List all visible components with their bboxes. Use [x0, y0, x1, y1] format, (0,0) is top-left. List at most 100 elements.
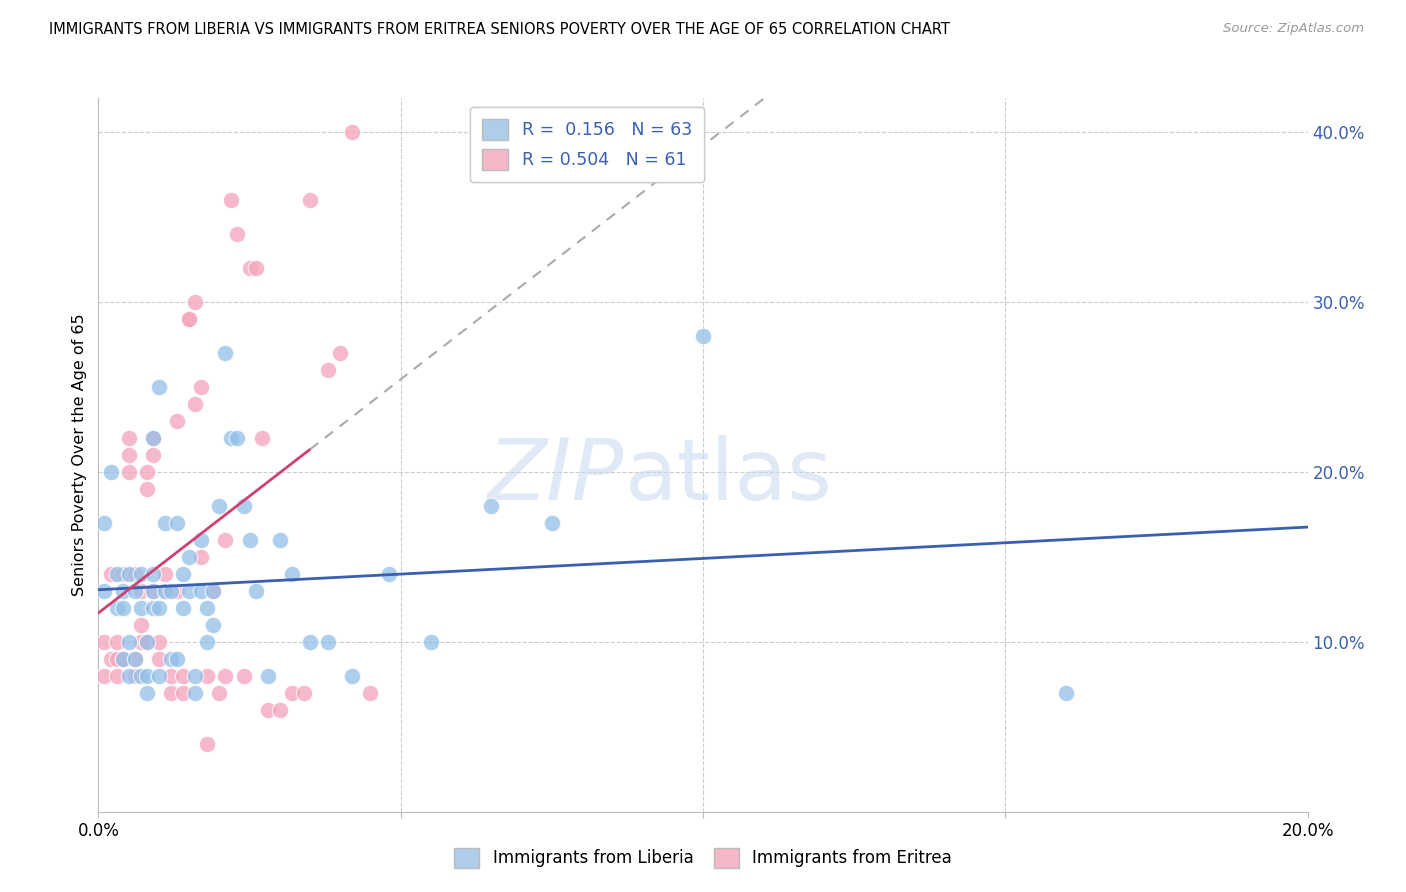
Point [221, 431, 243, 445]
Point [299, 635, 322, 649]
Point [239, 533, 262, 547]
Y-axis label: Seniors Poverty Over the Age of 65: Seniors Poverty Over the Age of 65 [72, 314, 87, 596]
Point [111, 583, 134, 598]
Point [105, 652, 128, 666]
Point [118, 465, 141, 479]
Point [195, 737, 218, 751]
Point [93, 635, 115, 649]
Point [190, 380, 212, 394]
Point [135, 635, 157, 649]
Point [172, 600, 194, 615]
Point [226, 227, 249, 241]
Text: ZIP: ZIP [488, 434, 624, 518]
Point [124, 566, 146, 581]
Point [245, 260, 267, 275]
Point [179, 549, 201, 564]
Text: atlas: atlas [624, 434, 832, 518]
Point [135, 482, 157, 496]
Legend: R =  0.156   N = 63, R = 0.504   N = 61: R = 0.156 N = 63, R = 0.504 N = 61 [470, 107, 704, 182]
Point [179, 312, 201, 326]
Point [208, 686, 231, 700]
Point [142, 583, 165, 598]
Point [269, 533, 291, 547]
Point [202, 583, 225, 598]
Text: IMMIGRANTS FROM LIBERIA VS IMMIGRANTS FROM ERITREA SENIORS POVERTY OVER THE AGE : IMMIGRANTS FROM LIBERIA VS IMMIGRANTS FR… [49, 22, 950, 37]
Point [342, 669, 364, 683]
Point [232, 499, 254, 513]
Point [239, 260, 262, 275]
Point [118, 566, 141, 581]
Point [166, 414, 188, 428]
Point [118, 448, 141, 462]
Point [148, 635, 170, 649]
Point [129, 566, 152, 581]
Point [190, 533, 212, 547]
Point [160, 669, 183, 683]
Point [190, 549, 212, 564]
Point [692, 329, 714, 343]
Point [202, 583, 225, 598]
Point [142, 566, 165, 581]
Point [292, 686, 315, 700]
Point [420, 635, 443, 649]
Point [100, 652, 122, 666]
Point [135, 465, 157, 479]
Point [195, 635, 218, 649]
Point [142, 448, 165, 462]
Point [135, 686, 157, 700]
Point [342, 125, 364, 139]
Point [129, 583, 152, 598]
Point [299, 193, 322, 207]
Point [105, 669, 128, 683]
Point [329, 346, 352, 360]
Point [124, 583, 146, 598]
Point [166, 516, 188, 530]
Point [142, 431, 165, 445]
Point [148, 652, 170, 666]
Point [129, 617, 152, 632]
Point [160, 583, 183, 598]
Point [221, 193, 243, 207]
Point [153, 583, 176, 598]
Point [118, 431, 141, 445]
Point [481, 499, 503, 513]
Point [105, 635, 128, 649]
Point [100, 465, 122, 479]
Point [148, 380, 170, 394]
Point [269, 703, 291, 717]
Point [184, 397, 207, 411]
Point [184, 669, 207, 683]
Point [214, 533, 236, 547]
Point [166, 652, 188, 666]
Point [135, 669, 157, 683]
Point [105, 600, 128, 615]
Point [129, 669, 152, 683]
Point [142, 431, 165, 445]
Point [281, 686, 304, 700]
Point [100, 566, 122, 581]
Point [172, 566, 194, 581]
Point [93, 583, 115, 598]
Point [214, 669, 236, 683]
Point [111, 652, 134, 666]
Point [166, 583, 188, 598]
Point [256, 669, 278, 683]
Point [148, 669, 170, 683]
Point [316, 363, 339, 377]
Point [184, 686, 207, 700]
Legend: Immigrants from Liberia, Immigrants from Eritrea: Immigrants from Liberia, Immigrants from… [447, 841, 959, 875]
Point [153, 566, 176, 581]
Point [172, 686, 194, 700]
Point [179, 583, 201, 598]
Point [124, 652, 146, 666]
Point [135, 635, 157, 649]
Point [360, 686, 382, 700]
Point [129, 600, 152, 615]
Point [160, 652, 183, 666]
Point [142, 600, 165, 615]
Point [111, 652, 134, 666]
Point [195, 600, 218, 615]
Point [124, 652, 146, 666]
Point [118, 635, 141, 649]
Point [245, 583, 267, 598]
